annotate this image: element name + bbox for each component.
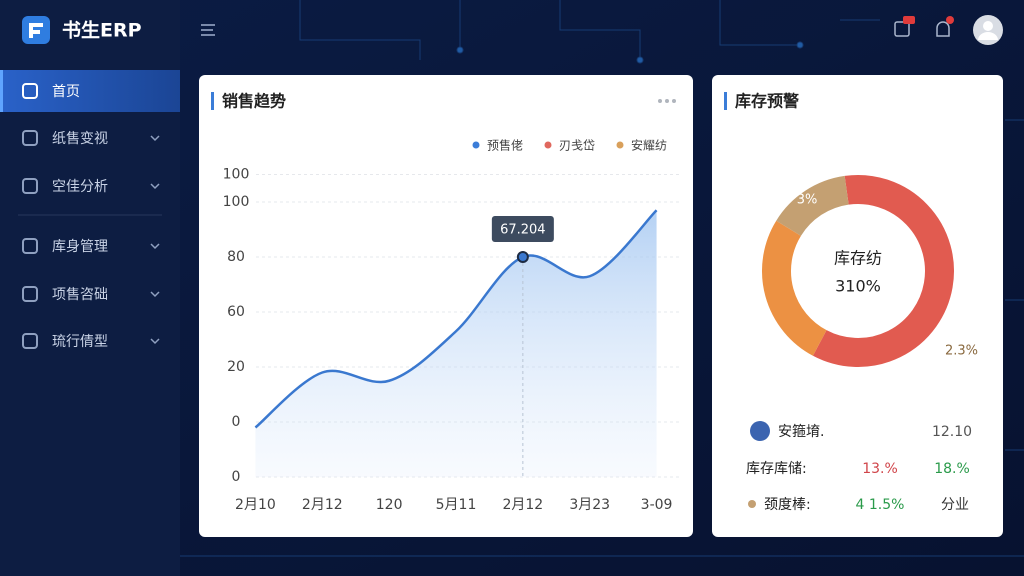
menu-item[interactable]: 琉行倩型 <box>22 333 160 350</box>
alert-icon[interactable] <box>936 16 954 37</box>
donut-segment <box>762 220 828 356</box>
menu-label: 琉行倩型 <box>52 334 108 350</box>
table-value: 分业 <box>941 497 969 513</box>
table-label: 安箍堉. <box>778 423 824 440</box>
area <box>255 210 657 477</box>
chevron <box>150 243 160 250</box>
donut-segment <box>812 175 954 367</box>
menu-item[interactable]: 库身管理 <box>22 238 160 255</box>
segment-label: 3% <box>797 193 818 208</box>
menu-item[interactable]: 空佳分析 <box>22 178 160 195</box>
x-tick-label: 120 <box>376 497 403 513</box>
inventory-card <box>712 75 1003 537</box>
row-icon <box>750 421 770 441</box>
chevron <box>150 338 160 345</box>
y-tick-label: 100 <box>223 194 250 210</box>
menu-icon <box>22 333 38 349</box>
menu-item[interactable]: 项售咨础 <box>22 286 160 303</box>
legend-dot <box>472 141 480 149</box>
y-tick-label: 20 <box>227 359 245 375</box>
table-label: 库存库储: <box>746 461 807 477</box>
table-value: 12.10 <box>932 424 972 440</box>
legend-dot <box>616 141 624 149</box>
menu-label: 库身管理 <box>52 239 108 255</box>
x-tick-label: 2月12 <box>502 497 543 513</box>
tooltip-box <box>491 216 554 242</box>
legend-label: 预售佬 <box>487 138 523 153</box>
active-indicator <box>0 70 3 112</box>
title-accent <box>211 92 214 110</box>
menu-icon <box>22 178 38 194</box>
line <box>254 209 658 429</box>
menu-icon <box>22 286 38 302</box>
menu-label: 空佳分析 <box>52 179 108 195</box>
segment-label: 2.3% <box>945 344 978 359</box>
notification-icon[interactable] <box>894 16 915 37</box>
y-tick-label: 80 <box>227 249 245 265</box>
logo-glyph <box>29 23 43 38</box>
legend-label: 刃戋岱 <box>559 139 595 153</box>
menu-item[interactable]: 纸售变视 <box>22 130 160 147</box>
x-tick-label: 5月11 <box>436 497 477 513</box>
x-tick-label: 3-09 <box>641 497 673 513</box>
x-tick-label: 2月10 <box>235 497 276 513</box>
avatar[interactable] <box>973 15 1003 45</box>
row-bullet <box>748 500 756 508</box>
chevron <box>150 183 160 190</box>
y-tick-label: 0 <box>232 469 241 485</box>
menu-label: 首页 <box>52 84 80 100</box>
menu-icon <box>22 130 38 146</box>
active-menu-bg <box>0 70 180 112</box>
brand: 书生ERP <box>62 19 142 42</box>
table-label: 颈度棒: <box>764 497 811 513</box>
y-tick-label: 60 <box>227 304 245 320</box>
legend-dot <box>544 141 552 149</box>
circuit-decoration <box>180 0 1024 557</box>
menu-label: 项售咨础 <box>52 287 108 303</box>
legend-label: 安耀纺 <box>631 138 667 153</box>
chevron <box>150 291 160 298</box>
menu-icon <box>22 238 38 254</box>
y-tick-label: 100 <box>223 167 250 183</box>
center-label: 库存纺 <box>834 249 882 268</box>
y-tick-label: 0 <box>232 414 241 430</box>
chevron <box>150 135 160 142</box>
menu-label: 纸售变视 <box>52 131 108 147</box>
tooltip-text: 67.204 <box>500 223 546 238</box>
center-label: 310% <box>835 277 881 296</box>
title-accent <box>724 92 727 110</box>
menu-item[interactable]: 首页 <box>22 83 80 100</box>
donut-segment <box>776 175 850 237</box>
menu-icon <box>22 83 38 99</box>
more-button[interactable] <box>658 99 676 103</box>
table-value: 13.% <box>862 461 898 477</box>
x-tick-label: 3月23 <box>569 497 610 513</box>
x-tick-label: 2月12 <box>302 497 343 513</box>
card-title: 库存预警 <box>735 92 799 111</box>
card-title: 销售趋势 <box>222 92 286 111</box>
table-value: 4 1.5% <box>856 497 905 513</box>
table-value: 18.% <box>934 461 970 477</box>
menu-toggle[interactable] <box>201 24 215 36</box>
point <box>516 251 529 263</box>
